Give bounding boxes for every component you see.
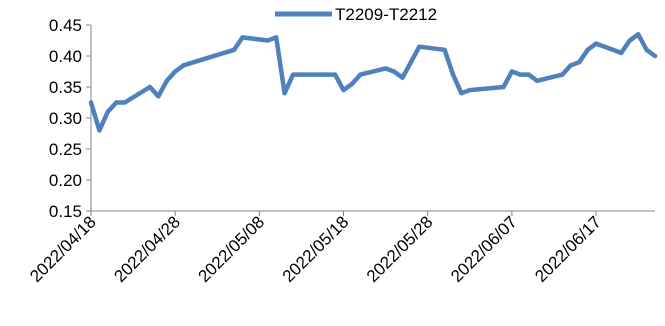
y-axis: 0.15 0.20 0.25 0.30 0.35 0.40 0.45	[49, 16, 92, 221]
data-point	[644, 47, 649, 52]
x-tick-label: 2022/04/28	[110, 212, 184, 286]
data-point	[341, 87, 346, 93]
y-tick-label: 0.30	[49, 109, 82, 128]
y-tick-label: 0.45	[49, 16, 82, 35]
data-point	[324, 72, 329, 77]
data-point	[391, 69, 397, 74]
data-point	[534, 78, 540, 84]
data-point	[577, 60, 582, 65]
data-point	[518, 72, 523, 77]
data-point	[156, 94, 161, 99]
data-point	[105, 109, 111, 115]
y-tick-label: 0.15	[49, 202, 82, 221]
data-point	[88, 100, 94, 105]
x-tick-label: 2022/05/08	[195, 212, 269, 286]
data-point	[560, 72, 565, 77]
data-point	[147, 84, 153, 90]
data-point	[442, 47, 447, 52]
data-point	[273, 35, 279, 40]
data-point	[408, 60, 414, 65]
x-axis: 2022/04/18 2022/04/28 2022/05/08 2022/05/18…	[26, 210, 655, 286]
x-tick-label: 2022/06/07	[447, 212, 521, 286]
data-point	[358, 72, 363, 77]
data-point	[593, 41, 599, 46]
x-tick-label: 2022/04/18	[26, 212, 100, 286]
y-tick-label: 0.35	[49, 78, 82, 97]
data-point	[299, 72, 304, 77]
y-tick-label: 0.40	[49, 47, 82, 66]
data-point	[97, 128, 102, 133]
data-point	[122, 100, 127, 105]
series-layer	[88, 32, 658, 133]
data-point	[467, 87, 473, 93]
x-tick-label: 2022/05/18	[279, 212, 353, 286]
legend-label: T2209-T2212	[335, 5, 437, 24]
y-tick-label: 0.20	[49, 171, 82, 190]
data-point	[509, 69, 515, 74]
data-point	[349, 81, 355, 87]
data-point	[240, 35, 245, 40]
data-point	[627, 38, 632, 43]
data-point	[181, 63, 186, 68]
x-tick-label: 2022/06/17	[531, 212, 605, 286]
y-tick-label: 0.25	[49, 140, 82, 159]
data-point	[526, 72, 531, 77]
data-point	[585, 47, 590, 52]
data-point	[619, 50, 624, 56]
x-tick-label: 2022/05/28	[363, 212, 437, 286]
data-point	[635, 32, 641, 37]
data-point	[282, 91, 287, 96]
data-point	[172, 69, 178, 74]
data-point	[265, 38, 270, 43]
data-point	[568, 63, 574, 68]
data-point	[164, 78, 169, 84]
data-point	[400, 75, 405, 80]
series-line	[88, 32, 658, 133]
data-point	[231, 47, 237, 52]
data-point	[652, 53, 658, 59]
data-point	[290, 72, 296, 77]
legend: T2209-T2212	[275, 5, 437, 24]
data-point	[501, 84, 506, 90]
data-point	[459, 91, 464, 96]
data-point	[114, 100, 119, 105]
data-point	[383, 66, 388, 71]
data-point	[450, 72, 456, 77]
data-point	[417, 44, 422, 49]
data-point	[332, 72, 338, 77]
